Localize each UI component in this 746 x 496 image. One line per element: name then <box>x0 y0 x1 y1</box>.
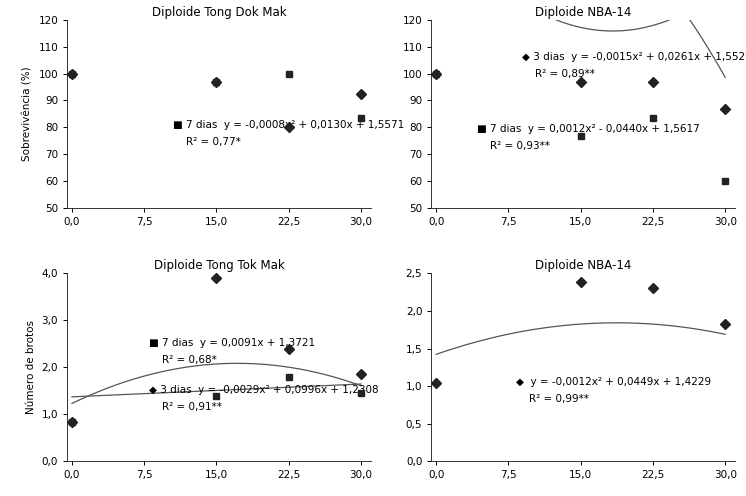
Text: ■ 7 dias  y = 0,0012x² - 0,0440x + 1,5617: ■ 7 dias y = 0,0012x² - 0,0440x + 1,5617 <box>477 124 700 134</box>
Text: ◆ 3 dias  y = -0,0015x² + 0,0261x + 1,5529: ◆ 3 dias y = -0,0015x² + 0,0261x + 1,552… <box>522 53 746 62</box>
Text: ◆  y = -0,0012x² + 0,0449x + 1,4229: ◆ y = -0,0012x² + 0,0449x + 1,4229 <box>516 377 712 387</box>
Text: R² = 0,93**: R² = 0,93** <box>477 141 550 151</box>
Y-axis label: Número de brotos: Número de brotos <box>26 320 36 414</box>
Title: Diploide Tong Dok Mak: Diploide Tong Dok Mak <box>151 5 286 19</box>
Text: R² = 0,77*: R² = 0,77* <box>173 137 241 147</box>
Text: ■ 7 dias  y = 0,0091x + 1,3721: ■ 7 dias y = 0,0091x + 1,3721 <box>149 338 316 348</box>
Text: R² = 0,99**: R² = 0,99** <box>516 394 589 404</box>
Text: ◆ 3 dias  y = -0,0029x² + 0,0996x + 1,2308: ◆ 3 dias y = -0,0029x² + 0,0996x + 1,230… <box>149 385 379 395</box>
Title: Diploide Tong Tok Mak: Diploide Tong Tok Mak <box>154 259 284 272</box>
Text: R² = 0,91**: R² = 0,91** <box>149 402 222 412</box>
Title: Diploide NBA-14: Diploide NBA-14 <box>535 259 631 272</box>
Text: R² = 0,68*: R² = 0,68* <box>149 355 217 365</box>
Y-axis label: Sobrevivência (%): Sobrevivência (%) <box>23 66 33 161</box>
Title: Diploide NBA-14: Diploide NBA-14 <box>535 5 631 19</box>
Text: ■ 7 dias  y = -0,0008x² + 0,0130x + 1,5571: ■ 7 dias y = -0,0008x² + 0,0130x + 1,557… <box>173 120 404 130</box>
Text: R² = 0,89**: R² = 0,89** <box>522 69 595 79</box>
